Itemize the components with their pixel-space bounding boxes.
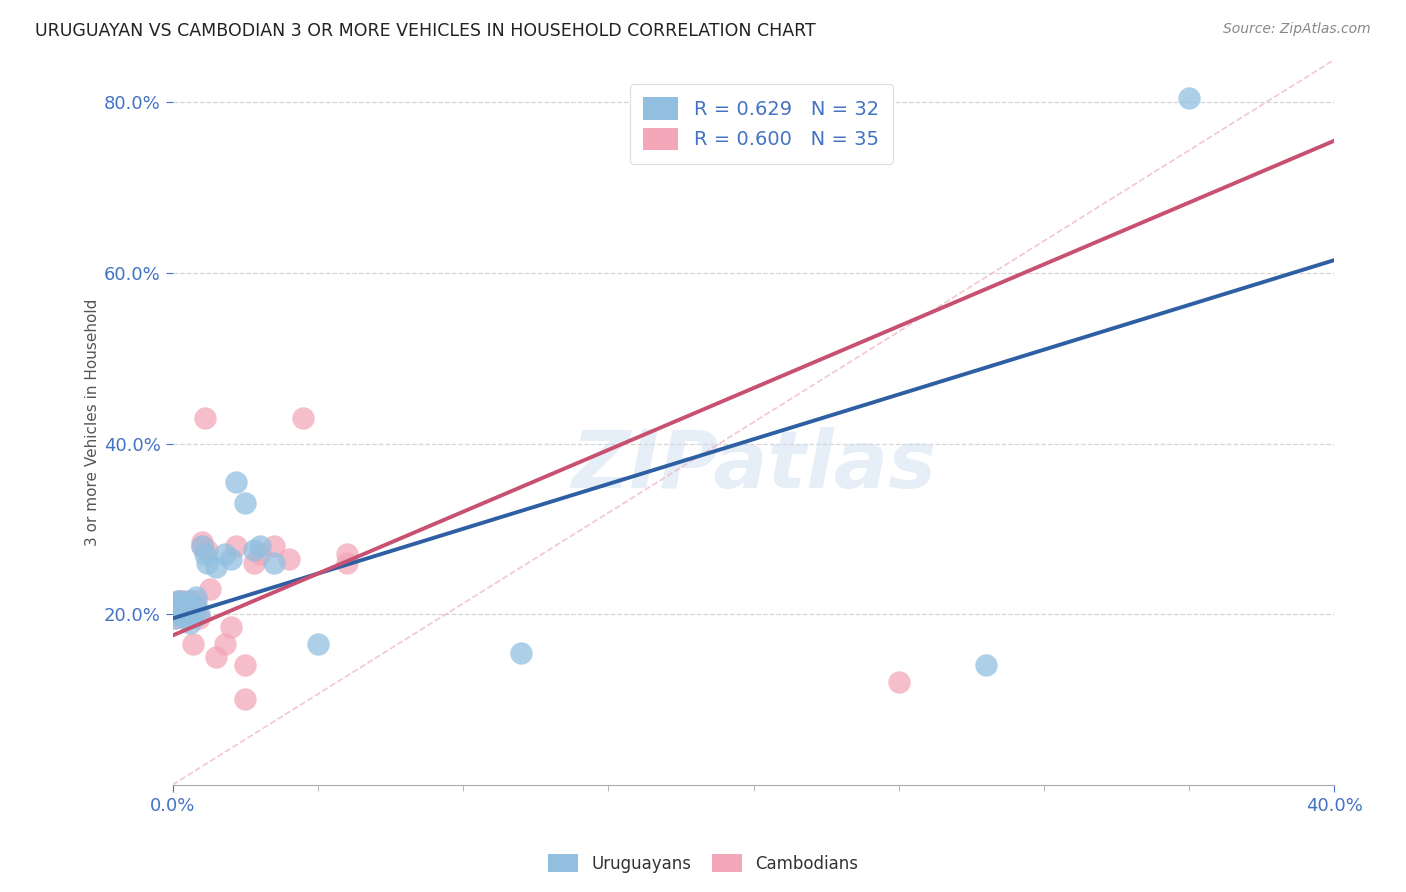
Point [170,599,193,613]
Point [170,607,193,621]
Point [307,637,329,651]
Point [165,611,187,625]
Text: ZIPatlas: ZIPatlas [571,426,936,505]
Point [176,599,198,613]
Point [179,594,201,608]
Point [190,534,212,549]
Legend: R = 0.629   N = 32, R = 0.600   N = 35: R = 0.629 N = 32, R = 0.600 N = 35 [630,84,893,164]
Point [176,611,198,625]
Point [187,607,209,621]
Point [184,599,207,613]
Text: URUGUAYAN VS CAMBODIAN 3 OR MORE VEHICLES IN HOUSEHOLD CORRELATION CHART: URUGUAYAN VS CAMBODIAN 3 OR MORE VEHICLE… [35,22,815,40]
Point [181,637,204,651]
Point [167,594,190,608]
Point [165,599,187,613]
Point [263,539,285,553]
Point [205,649,228,664]
Point [233,692,256,706]
Point [214,637,236,651]
Point [190,539,212,553]
Point [277,551,299,566]
Point [336,556,359,570]
Point [184,603,207,617]
Point [263,556,285,570]
Point [173,594,195,608]
Point [176,607,198,621]
Point [225,475,247,489]
Point [510,646,533,660]
Point [165,607,187,621]
Point [974,658,997,673]
Point [205,560,228,574]
Point [184,594,207,608]
Point [887,675,910,690]
Point [225,539,247,553]
Point [214,548,236,562]
Point [249,539,271,553]
Point [167,594,190,608]
Point [165,603,187,617]
Point [219,551,242,566]
Point [1178,91,1201,105]
Point [243,543,266,558]
Point [167,603,190,617]
Point [197,543,219,558]
Point [249,548,271,562]
Point [193,548,215,562]
Point [187,611,209,625]
Point [292,411,315,425]
Point [170,607,193,621]
Point [233,496,256,510]
Point [197,556,219,570]
Point [200,582,222,596]
Point [181,607,204,621]
Point [165,611,187,625]
Point [167,603,190,617]
Point [233,658,256,673]
Point [190,539,212,553]
Point [184,590,207,604]
Y-axis label: 3 or more Vehicles in Household: 3 or more Vehicles in Household [86,299,100,546]
Text: Source: ZipAtlas.com: Source: ZipAtlas.com [1223,22,1371,37]
Point [243,556,266,570]
Point [173,607,195,621]
Point [179,615,201,630]
Point [173,599,195,613]
Point [336,548,359,562]
Legend: Uruguayans, Cambodians: Uruguayans, Cambodians [541,847,865,880]
Point [193,411,215,425]
Point [176,603,198,617]
Point [170,594,193,608]
Point [173,607,195,621]
Point [179,594,201,608]
Point [179,607,201,621]
Point [219,620,242,634]
